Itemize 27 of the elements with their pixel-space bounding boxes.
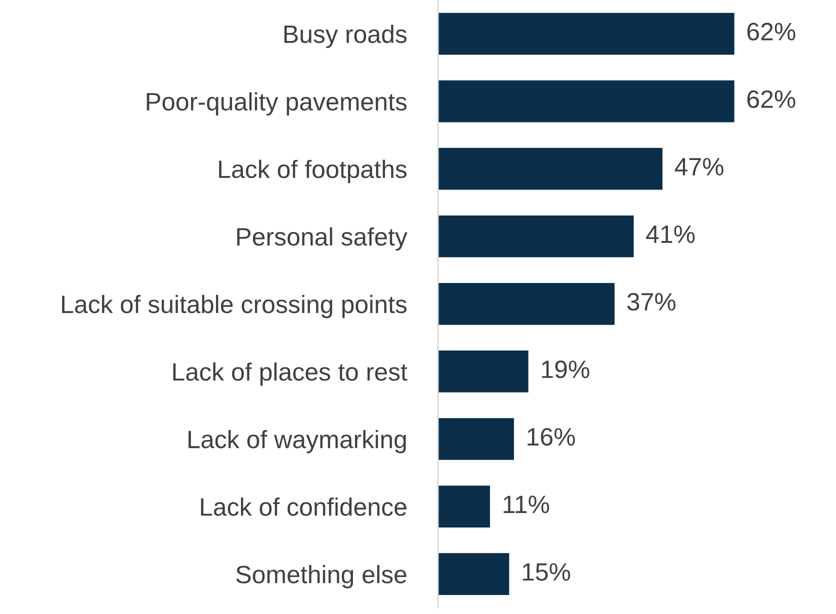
y-tick-label: Something else bbox=[236, 565, 406, 588]
data-label: 41% bbox=[646, 226, 695, 244]
data-label: 16% bbox=[528, 428, 575, 446]
bar bbox=[438, 484, 492, 529]
y-tick-label: Lack of suitable crossing points bbox=[62, 294, 407, 318]
y-tick-label: Lack of waymarking bbox=[188, 430, 406, 454]
data-label: 19% bbox=[542, 360, 590, 378]
data-label: 47% bbox=[674, 158, 724, 176]
y-tick-label: Busy roads bbox=[284, 24, 407, 48]
y-tick-label: Personal safety bbox=[237, 227, 408, 251]
bar bbox=[438, 349, 530, 394]
y-tick-label: Lack of places to rest bbox=[173, 362, 408, 386]
bar bbox=[438, 552, 511, 596]
bar bbox=[438, 282, 616, 326]
y-tick-label: Lack of footpaths bbox=[219, 160, 407, 184]
data-label: 62% bbox=[747, 22, 796, 40]
bar bbox=[438, 11, 736, 56]
data-label: 11% bbox=[504, 496, 550, 514]
bar bbox=[438, 416, 516, 462]
data-label: 15% bbox=[522, 563, 570, 581]
y-tick-label: Poor-quality pavements bbox=[146, 92, 407, 116]
bar bbox=[438, 79, 736, 124]
bar bbox=[438, 214, 636, 259]
data-label: 62% bbox=[747, 90, 796, 108]
y-tick-label: Lack of confidence bbox=[201, 497, 406, 516]
data-label: 37% bbox=[627, 292, 676, 311]
bar bbox=[438, 146, 664, 192]
